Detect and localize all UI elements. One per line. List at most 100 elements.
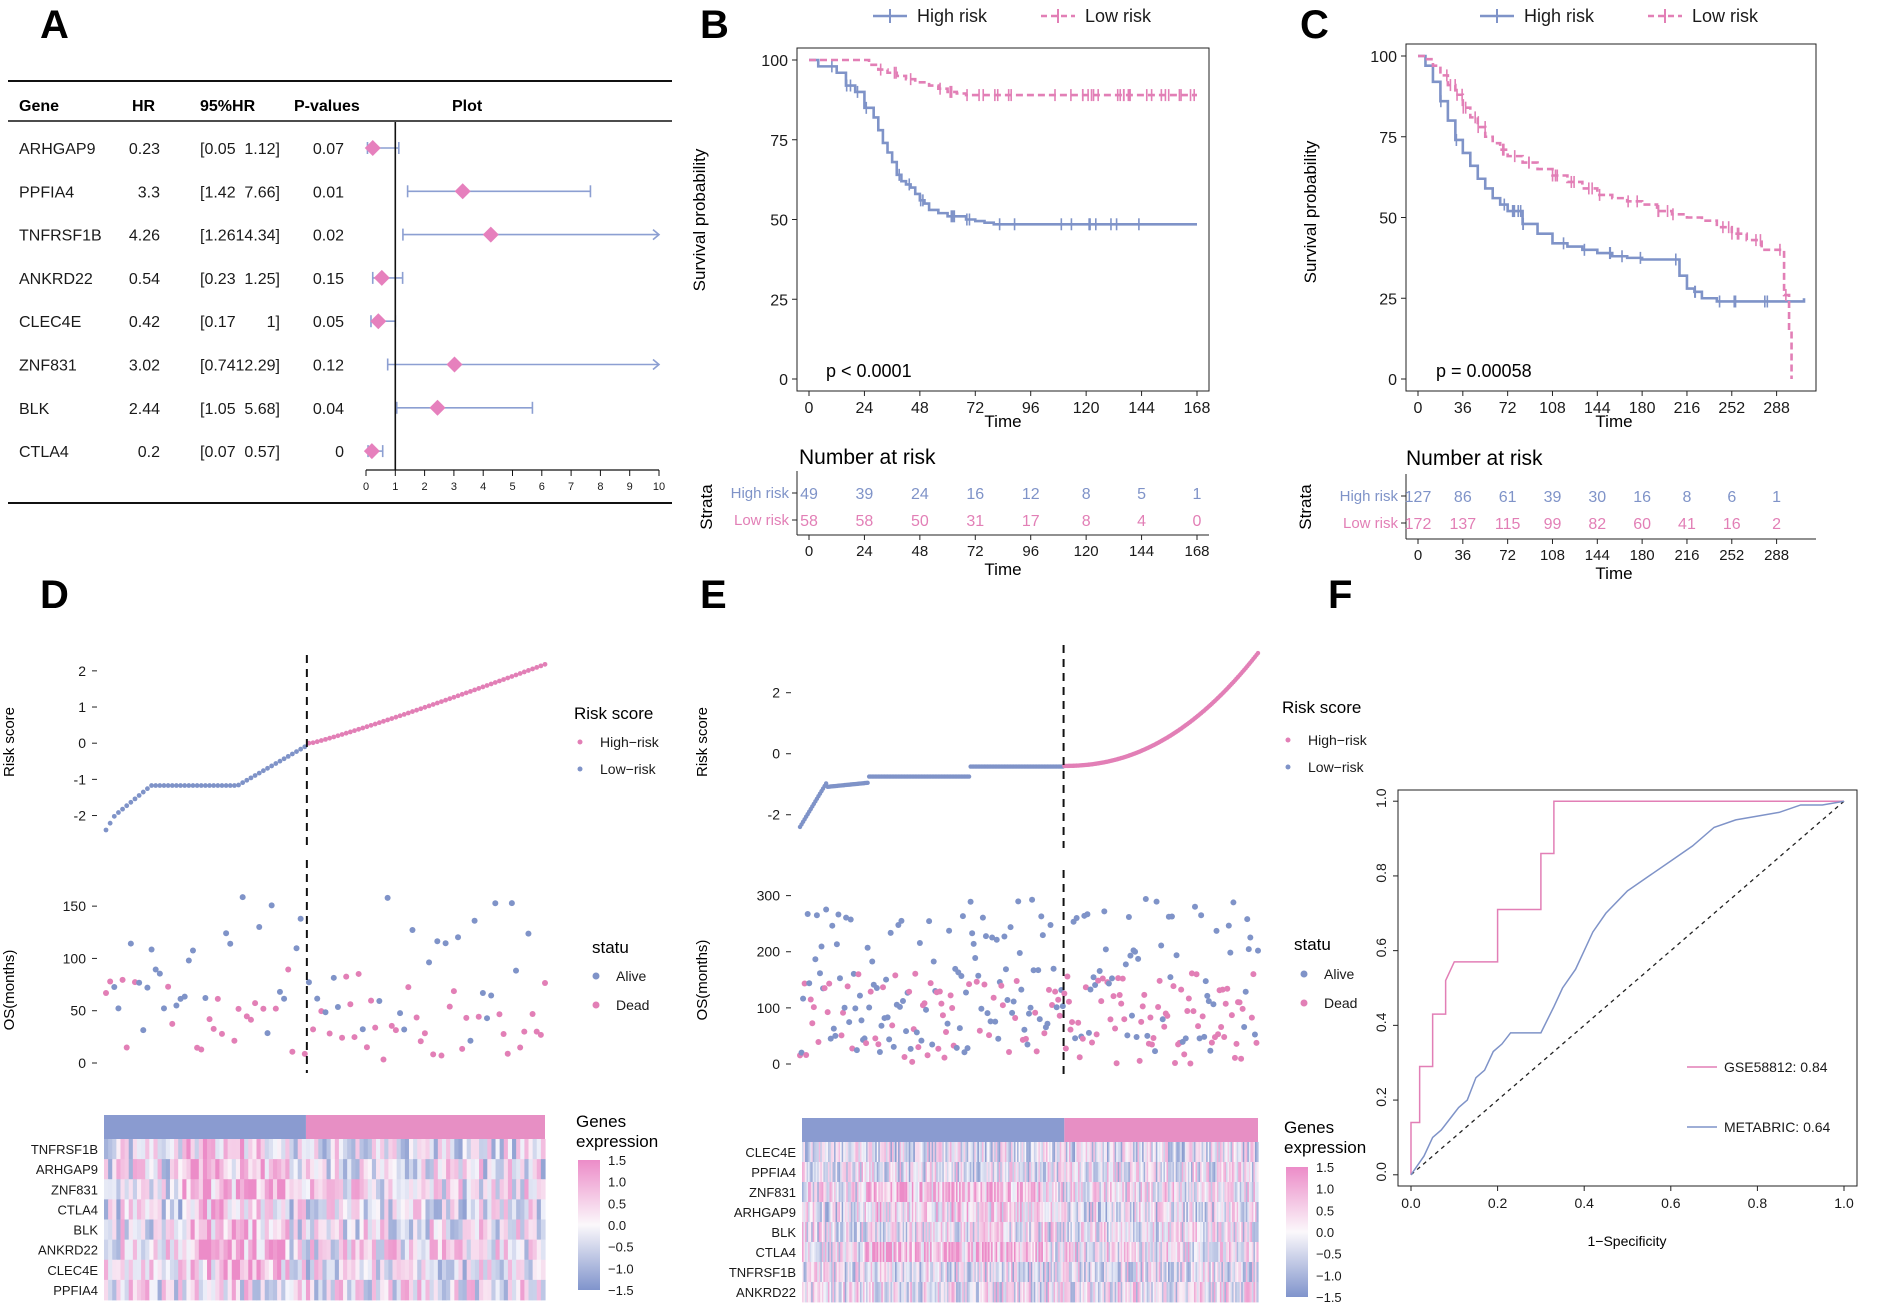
heatmap-cell [805, 1242, 808, 1263]
heatmap-cell [951, 1182, 954, 1203]
heatmap-cell [1132, 1242, 1136, 1263]
heatmap-cell [1160, 1162, 1163, 1183]
heatmap-cell [809, 1282, 812, 1303]
heatmap-cell [1256, 1182, 1259, 1203]
heatmap-cell [1015, 1142, 1018, 1163]
heatmap-cell [902, 1182, 905, 1203]
heatmap-cell [835, 1262, 838, 1283]
heatmap-cell [149, 1279, 155, 1301]
heatmap-cell [951, 1142, 954, 1163]
heatmap-cell [1233, 1162, 1236, 1183]
heatmap-cell [446, 1259, 451, 1281]
heatmap-cell [1158, 1142, 1161, 1163]
alive-point [1135, 955, 1142, 962]
heatmap-cell [940, 1202, 943, 1223]
heatmap-cell [891, 1142, 895, 1163]
heatmap-cell [974, 1202, 977, 1223]
heatmap-cell [994, 1222, 997, 1243]
heatmap-cell [367, 1179, 373, 1200]
heatmap-cell [1024, 1202, 1027, 1223]
heatmap-cell [330, 1179, 336, 1200]
heatmap-cell [849, 1242, 852, 1263]
low-risk-point [277, 758, 283, 764]
risk-count: 115 [1495, 516, 1521, 533]
heatmap-cell [1042, 1262, 1046, 1283]
heatmap-cell [1017, 1202, 1020, 1223]
heatmap-gene-label: CLEC4E [47, 1263, 98, 1278]
heatmap-cell [371, 1179, 377, 1200]
heatmap-cell [462, 1139, 468, 1160]
heatmap-cell [1038, 1162, 1041, 1183]
heatmap-cell [1052, 1182, 1055, 1203]
heatmap-cell [1193, 1202, 1197, 1223]
heatmap-cell [1137, 1182, 1140, 1203]
heatmap-cell [843, 1222, 846, 1243]
heatmap-gene-label: ZNF831 [749, 1185, 796, 1200]
heatmap-cell [1225, 1202, 1229, 1223]
dead-point [218, 1030, 225, 1037]
heatmap-cell [334, 1199, 340, 1220]
high-risk-point [372, 721, 378, 727]
heatmap-cell [1161, 1222, 1165, 1243]
heatmap-cell [1207, 1182, 1210, 1203]
heatmap-cell [998, 1162, 1001, 1183]
heatmap-cell [207, 1199, 212, 1220]
heatmap-cell [809, 1162, 812, 1183]
heatmap-cell [802, 1162, 805, 1183]
heatmap-cell [1245, 1142, 1248, 1163]
heatmap-cell [264, 1219, 270, 1241]
heatmap-cell [1088, 1242, 1091, 1263]
heatmap-cell [1030, 1282, 1033, 1303]
heatmap-cell [1053, 1242, 1056, 1263]
heatmap-cell [347, 1199, 352, 1220]
heatmap-cell [1209, 1222, 1212, 1243]
heatmap-cell [231, 1239, 237, 1261]
annotation-high-risk [305, 1115, 545, 1139]
heatmap-cell [824, 1222, 828, 1243]
heatmap-cell [198, 1199, 204, 1220]
heatmap-cell [215, 1239, 221, 1261]
high-risk-point [526, 668, 531, 673]
dead-point [446, 1003, 453, 1010]
heatmap-cell [988, 1242, 991, 1263]
heatmap-cell [870, 1222, 873, 1243]
heatmap-cell [1113, 1282, 1116, 1303]
heatmap-cell [971, 1282, 974, 1303]
heatmap-cell [817, 1162, 820, 1183]
alive-point [1108, 975, 1115, 982]
low-risk-point [240, 780, 246, 786]
heatmap-cell [1108, 1142, 1111, 1163]
heatmap-cell [969, 1162, 972, 1183]
heatmap-cell [983, 1202, 986, 1223]
heatmap-cell [913, 1242, 916, 1263]
heatmap-cell [930, 1242, 933, 1263]
heatmap-cell [858, 1182, 861, 1203]
heatmap-cell [532, 1239, 538, 1261]
dead-point [521, 1028, 528, 1035]
heatmap-cell [1029, 1242, 1032, 1263]
heatmap-cell [922, 1142, 925, 1163]
heatmap-cell [314, 1239, 319, 1261]
heatmap-cell [925, 1182, 928, 1203]
heatmap-cell [301, 1219, 307, 1241]
heatmap-cell [922, 1222, 925, 1243]
heatmap-cell [995, 1262, 998, 1283]
heatmap-cell [1103, 1282, 1107, 1303]
heatmap-cell [808, 1282, 811, 1303]
heatmap-cell [413, 1179, 418, 1200]
heatmap-cell [1218, 1222, 1221, 1243]
heatmap-cell [338, 1239, 344, 1261]
color-scale-label: 0.0 [1316, 1225, 1334, 1240]
alive-point [1158, 942, 1165, 949]
heatmap-cell [1213, 1182, 1216, 1203]
heatmap-cell [186, 1239, 192, 1261]
heatmap-cell [959, 1162, 962, 1183]
heatmap-cell [867, 1142, 870, 1163]
heatmap-cell [861, 1182, 864, 1203]
heatmap-cell [997, 1242, 1000, 1263]
legend-label-alive: Alive [616, 968, 647, 984]
heatmap-cell [1212, 1282, 1215, 1303]
legend-label: METABRIC: 0.64 [1724, 1119, 1831, 1135]
heatmap-cell [841, 1242, 844, 1263]
